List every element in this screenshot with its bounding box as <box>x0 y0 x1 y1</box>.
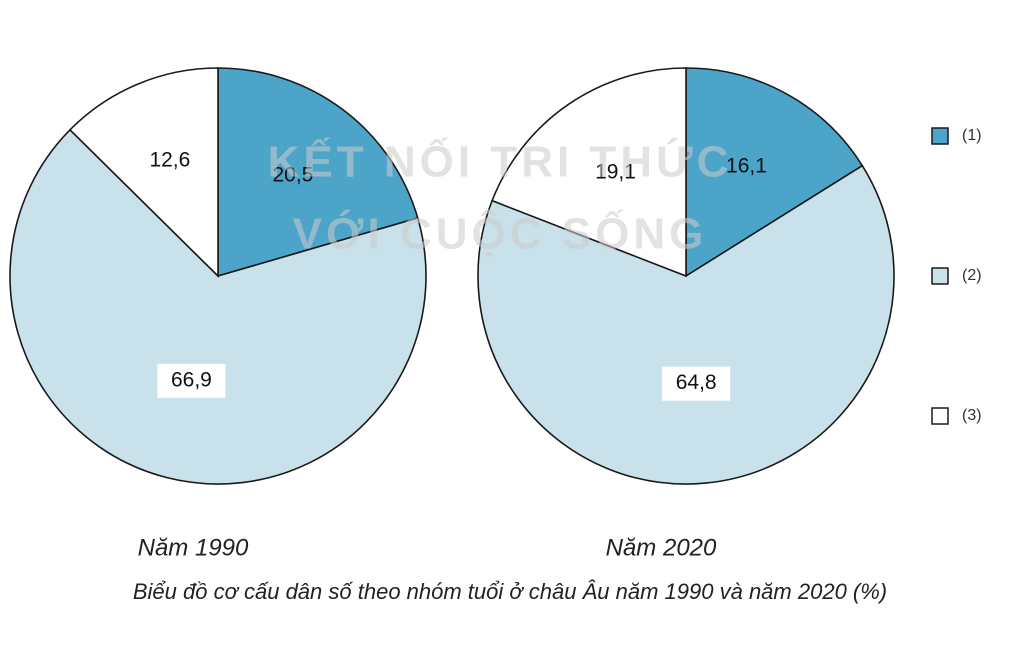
value-label: 19,1 <box>595 161 636 184</box>
watermark: VỚI CUỘC SỐNG <box>293 208 708 259</box>
value-label: 16,1 <box>726 154 767 177</box>
value-label: 20,5 <box>272 164 313 187</box>
legend-label: (2) <box>962 267 982 284</box>
legend-swatch <box>931 127 949 145</box>
pie-slice <box>477 164 895 485</box>
value-label: 12,6 <box>149 148 190 171</box>
label-box <box>662 366 731 401</box>
pie-slice <box>491 67 687 278</box>
legend-label: (1) <box>962 127 982 144</box>
caption: Biểu đồ cơ cấu dân số theo nhóm tuổi ở c… <box>133 579 887 604</box>
label-box <box>157 363 226 398</box>
legend-swatch <box>931 267 949 285</box>
pie-slice <box>685 67 864 278</box>
legend-label: (3) <box>962 407 982 424</box>
value-label: 66,9 <box>171 368 212 391</box>
pie-title: Năm 2020 <box>606 534 717 561</box>
legend-swatch <box>931 407 949 425</box>
pie-slice <box>68 67 219 278</box>
pie-slice <box>217 67 419 278</box>
pie-title: Năm 1990 <box>138 534 249 561</box>
watermark: KẾT NỐI TRI THỨC <box>268 136 733 187</box>
value-label: 64,8 <box>676 371 717 394</box>
pie-slice <box>9 128 427 485</box>
